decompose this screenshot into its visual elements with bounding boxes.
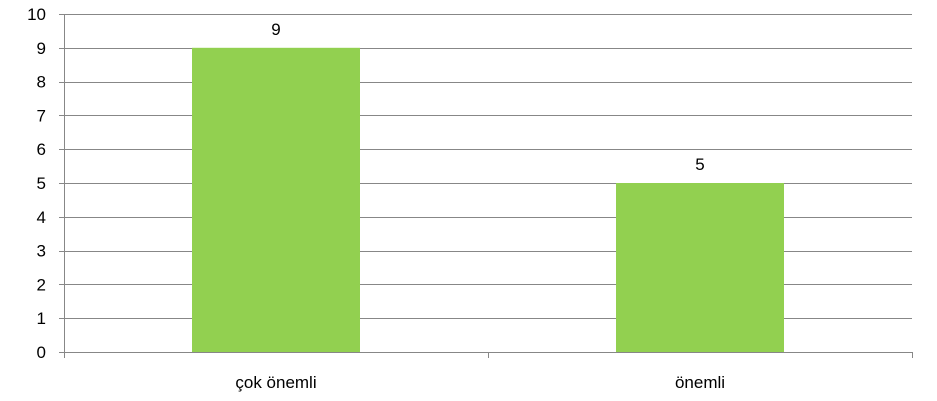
y-tick-label: 5: [37, 174, 46, 193]
x-category-label: çok önemli: [235, 373, 316, 392]
y-tick-label: 6: [37, 140, 46, 159]
y-tick-label: 1: [37, 309, 46, 328]
y-tick-label: 9: [37, 39, 46, 58]
data-labels: 95: [271, 20, 704, 174]
gridlines: [64, 14, 912, 319]
x-category-label: önemli: [675, 373, 725, 392]
data-label: 5: [695, 155, 704, 174]
bars: [192, 47, 784, 353]
y-tick-label: 8: [37, 73, 46, 92]
x-category-labels: çok önemli önemli: [235, 373, 725, 392]
y-tick-labels: 0 1 2 3 4 5 6 7 8 9 10: [27, 5, 46, 362]
y-tick-label: 3: [37, 242, 46, 261]
y-tick-label: 2: [37, 275, 46, 294]
bar: [616, 183, 784, 352]
y-tick-label: 10: [27, 5, 46, 24]
axes: [59, 14, 913, 358]
y-tick-label: 7: [37, 106, 46, 125]
y-tick-label: 0: [37, 343, 46, 362]
bar: [192, 47, 360, 353]
y-tick-label: 4: [37, 208, 46, 227]
data-label: 9: [271, 20, 280, 39]
